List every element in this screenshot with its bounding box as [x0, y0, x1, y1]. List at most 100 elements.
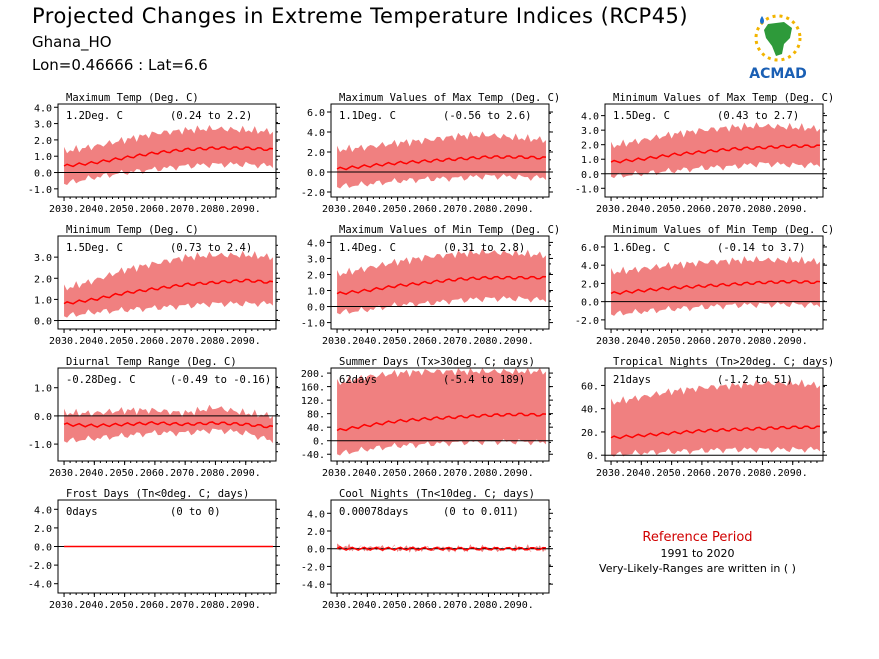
y-tick-label: 0.0	[34, 543, 52, 554]
chart-title: Diurnal Temp Range (Deg. C)	[66, 356, 237, 368]
chart-title: Minimum Values of Max Temp (Deg. C)	[613, 92, 834, 104]
x-tick-label: 2090.	[778, 336, 808, 347]
y-tick-label: -2.0	[301, 188, 325, 199]
x-tick-label: 2070.	[717, 204, 747, 215]
chart-title: Maximum Values of Max Temp (Deg. C)	[339, 92, 560, 104]
x-tick-label: 2080.	[200, 204, 230, 215]
x-tick-label: 2090.	[231, 204, 261, 215]
x-tick-label: 2040.	[79, 336, 109, 347]
station-coords: Lon=0.46666 : Lat=6.6	[32, 56, 208, 74]
y-tick-label: -1.0	[301, 319, 325, 330]
y-tick-label: 40.	[581, 405, 599, 416]
y-tick-label: 1.0	[34, 295, 52, 306]
x-tick-label: 2040.	[352, 204, 382, 215]
chart-summary: 1.5Deg. C	[613, 110, 670, 122]
y-tick-label: 2.0	[34, 524, 52, 535]
chart-range: (-5.4 to 189)	[443, 374, 525, 386]
median-series-line	[63, 146, 274, 168]
chart-range: (-0.49 to -0.16)	[170, 374, 271, 386]
x-tick-label: 2070.	[170, 204, 200, 215]
x-tick-label: 2070.	[717, 468, 747, 479]
y-tick-label: 0.	[587, 451, 599, 462]
x-tick-label: 2030.	[596, 468, 626, 479]
y-tick-label: 0.0	[581, 298, 599, 309]
x-tick-label: 2030.	[49, 336, 79, 347]
x-tick-label: 2090.	[504, 204, 534, 215]
x-tick-label: 2060.	[687, 468, 717, 479]
y-tick-label: 0.0	[307, 303, 325, 314]
chart-title: Minimum Temp (Deg. C)	[66, 224, 199, 236]
reference-period-box: Reference Period 1991 to 2020 Very-Likel…	[590, 530, 805, 575]
likely-range-band	[64, 250, 273, 318]
y-tick-label: 6.0	[307, 108, 325, 119]
x-tick-label: 2040.	[79, 204, 109, 215]
x-tick-label: 2090.	[504, 336, 534, 347]
y-tick-label: 0.0	[581, 170, 599, 181]
header: Projected Changes in Extreme Temperature…	[0, 0, 879, 90]
x-tick-label: 2060.	[140, 204, 170, 215]
x-tick-label: 2050.	[110, 468, 140, 479]
likely-range-band	[337, 131, 546, 189]
chart-panel: 200.160.120.80.40.0.-40.2030. 2040. 2050. 2…	[301, 356, 553, 479]
x-tick-label: 2070.	[443, 336, 473, 347]
y-tick-label: -1.0	[575, 184, 599, 195]
x-tick-label: 2090.	[504, 468, 534, 479]
y-tick-label: 0.0	[34, 317, 52, 328]
y-tick-label: -4.0	[301, 580, 325, 591]
chart-summary: 0.00078days	[339, 506, 409, 518]
median-series-line	[336, 155, 547, 171]
y-tick-label: 20.	[581, 428, 599, 439]
reference-period-note: Very-Likely-Ranges are written in ( )	[599, 562, 796, 575]
x-tick-label: 2060.	[413, 336, 443, 347]
y-tick-label: 2.0	[307, 270, 325, 281]
svg-text:ACMAD: ACMAD	[749, 66, 807, 82]
chart-range: (-0.14 to 3.7)	[717, 242, 806, 254]
chart-range: (-0.56 to 2.6)	[443, 110, 532, 122]
y-tick-label: -2.0	[575, 316, 599, 327]
median-series-line	[610, 279, 821, 295]
chart-title: Tropical Nights (Tn>20deg. C; days)	[613, 356, 834, 368]
y-tick-label: -4.0	[28, 580, 52, 591]
y-tick-label: 60.	[581, 381, 599, 392]
x-tick-label: 2030.	[596, 336, 626, 347]
x-tick-label: 2090.	[504, 600, 534, 611]
x-tick-label: 2060.	[687, 336, 717, 347]
y-tick-label: 2.0	[581, 279, 599, 290]
x-tick-label: 2050.	[110, 204, 140, 215]
y-tick-label: 0.0	[34, 412, 52, 423]
x-tick-label: 2060.	[687, 204, 717, 215]
x-tick-label: 2080.	[747, 468, 777, 479]
x-tick-label: 2050.	[657, 468, 687, 479]
x-tick-label: 2040.	[626, 336, 656, 347]
reference-period-years: 1991 to 2020	[660, 547, 735, 560]
y-tick-label: -1.0	[28, 185, 52, 196]
y-tick-label: 4.0	[34, 103, 52, 114]
y-tick-label: 120.	[301, 396, 325, 407]
x-tick-label: 2030.	[49, 204, 79, 215]
y-tick-label: 0.0	[34, 169, 52, 180]
chart-summary: 1.4Deg. C	[339, 242, 396, 254]
median-series-line	[336, 275, 547, 295]
chart-title: Frost Days (Tn<0deg. C; days)	[66, 488, 249, 500]
median-series-line	[336, 545, 547, 551]
station-name: Ghana_HO	[32, 33, 112, 51]
chart-summary: 1.1Deg. C	[339, 110, 396, 122]
y-tick-label: 1.0	[307, 287, 325, 298]
x-tick-label: 2080.	[473, 336, 503, 347]
chart-range: (0.24 to 2.2)	[170, 110, 252, 122]
likely-range-band	[337, 543, 546, 553]
likely-range-band	[611, 378, 820, 457]
x-tick-label: 2030.	[596, 204, 626, 215]
y-tick-label: -40.	[301, 450, 325, 461]
likely-range-band	[337, 368, 546, 456]
x-tick-label: 2080.	[200, 336, 230, 347]
x-tick-label: 2060.	[140, 600, 170, 611]
x-tick-label: 2080.	[200, 468, 230, 479]
y-tick-label: 3.0	[307, 254, 325, 265]
x-tick-label: 2060.	[413, 204, 443, 215]
x-tick-label: 2030.	[49, 468, 79, 479]
chart-summary: 0days	[66, 506, 98, 518]
